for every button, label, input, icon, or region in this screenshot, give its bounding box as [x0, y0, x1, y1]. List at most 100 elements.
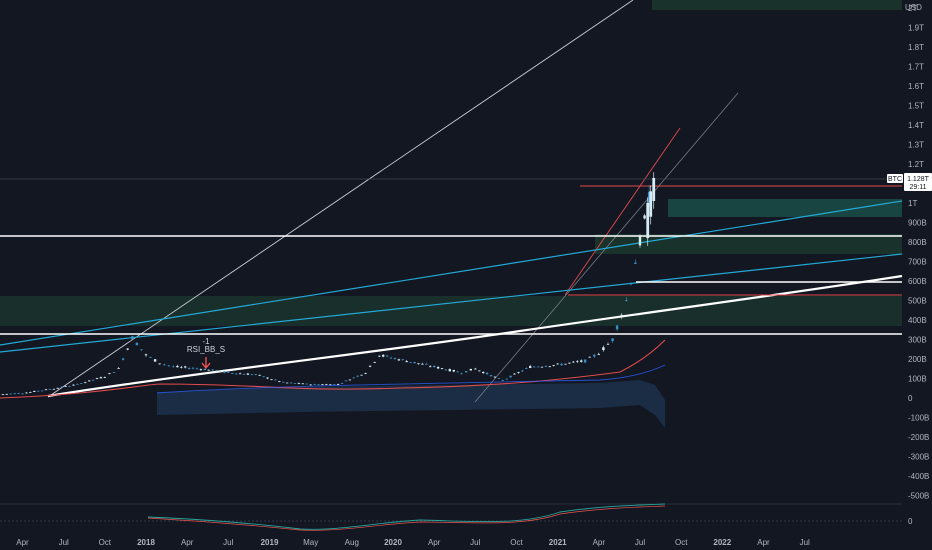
candle-body	[235, 373, 238, 375]
x-tick-label: Apr	[757, 538, 770, 547]
candle-body	[568, 362, 571, 364]
candle-body	[625, 300, 628, 301]
candle-body	[9, 393, 12, 395]
candle-body	[576, 361, 579, 363]
candle-body	[282, 381, 285, 383]
candle-body	[340, 383, 344, 384]
candle-body	[95, 378, 99, 379]
candle-body	[465, 371, 468, 373]
oscillator-line-green	[147, 503, 666, 530]
candle-body	[536, 366, 540, 368]
candle-body	[48, 389, 52, 390]
candle-body	[421, 363, 424, 365]
y-tick-label: 100B	[908, 375, 927, 384]
candle-body	[40, 390, 44, 392]
candle-body	[121, 358, 125, 360]
candle-body	[405, 361, 408, 363]
x-tick-label: Apr	[16, 538, 29, 547]
signal-label: RSI_BB_S	[187, 345, 225, 354]
x-tick-label: Jul	[223, 538, 233, 547]
candle-body	[270, 379, 273, 381]
candle-body	[544, 366, 548, 367]
symbol-tag: BTC	[888, 176, 902, 183]
price-axis: 2T1.9T1.8T1.7T1.6T1.5T1.4T1.3T1.2T1.1T1T…	[908, 4, 929, 501]
candle-body	[352, 377, 355, 379]
candle-body	[163, 364, 166, 366]
y-tick-label: 600B	[908, 277, 927, 286]
candle-body	[112, 372, 116, 373]
band-area	[157, 380, 665, 428]
candle-layer	[1, 172, 656, 395]
candle-body	[333, 384, 336, 385]
y-tick-label: 1T	[908, 199, 917, 208]
moving-average-blue	[156, 364, 666, 394]
y-tick-label: 800B	[908, 238, 927, 247]
candle-body	[140, 349, 143, 351]
x-tick-label: 2020	[384, 538, 402, 547]
candle-body	[84, 382, 87, 384]
channel-line-lower	[0, 253, 903, 353]
x-tick-label: Jul	[59, 538, 69, 547]
candle-body	[649, 191, 653, 217]
candle-body	[634, 262, 637, 264]
candle-body	[564, 363, 567, 365]
candle-body	[360, 374, 363, 376]
candle-body	[231, 373, 234, 374]
candle-body	[17, 393, 20, 394]
candle-body	[505, 378, 508, 380]
candle-body	[13, 393, 16, 395]
candle-body	[60, 386, 63, 388]
y-tick-label: 1.3T	[908, 141, 924, 150]
last-price-box	[904, 173, 932, 191]
candle-body	[646, 203, 650, 239]
candle-body	[135, 342, 139, 346]
y-tick-label: 300B	[908, 336, 927, 345]
support-zone-upper	[595, 234, 902, 254]
x-tick-label: Apr	[593, 538, 606, 547]
trendline-thin	[474, 92, 739, 403]
candle-body	[21, 393, 24, 395]
y-tick-label: 1.6T	[908, 82, 924, 91]
candle-body	[191, 367, 195, 369]
candle-body	[517, 372, 520, 373]
candle-body	[385, 355, 389, 357]
candle-body	[158, 363, 161, 365]
candle-body	[638, 236, 642, 246]
candle-body	[219, 370, 222, 372]
candle-body	[187, 368, 191, 369]
candle-body	[513, 373, 516, 375]
top-zone	[652, 0, 902, 10]
trendline-red	[564, 127, 681, 296]
candle-body	[293, 383, 297, 384]
candle-body	[597, 354, 600, 355]
y-tick-label: 1.8T	[908, 43, 924, 52]
candle-body	[409, 362, 412, 363]
bar-countdown: 29:11	[910, 184, 927, 191]
y-tick-label: -200B	[908, 433, 929, 442]
candle-body	[606, 343, 610, 345]
candle-body	[72, 384, 75, 386]
candle-body	[207, 369, 210, 371]
candle-body	[215, 370, 218, 372]
candle-body	[478, 370, 481, 372]
candle-body	[413, 362, 416, 364]
long-term-support-curve	[47, 274, 903, 398]
candle-body	[401, 359, 404, 361]
candle-body	[389, 357, 393, 359]
candle-body	[285, 382, 289, 384]
candle-body	[103, 377, 106, 378]
candle-body	[313, 384, 316, 385]
x-tick-label: Oct	[510, 538, 523, 547]
support-zone	[0, 296, 902, 326]
candle-body	[560, 363, 563, 366]
symbol-tag-box	[887, 174, 903, 183]
y-tick-label: -500B	[908, 492, 929, 501]
y-tick-label: 200B	[908, 355, 927, 364]
candle-body	[321, 384, 324, 386]
candle-body	[266, 377, 269, 379]
candle-body	[258, 374, 261, 376]
candle-body	[64, 386, 67, 387]
candle-body	[356, 375, 359, 377]
